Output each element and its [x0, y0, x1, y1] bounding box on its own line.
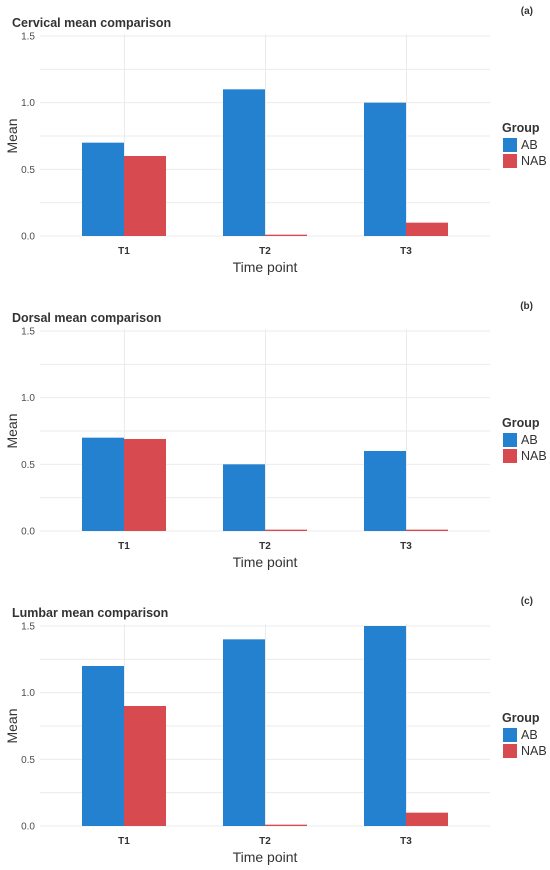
y-tick-label: 0.0 [21, 232, 35, 243]
legend-label-nab: NAB [521, 154, 547, 168]
y-axis-label: Mean [4, 118, 20, 153]
legend: Group AB NAB [502, 711, 547, 758]
y-tick-label: 1.0 [21, 98, 35, 109]
legend-swatch-ab [503, 138, 517, 152]
chart-title: Dorsal mean comparison [12, 311, 161, 325]
chart-title: Cervical mean comparison [12, 16, 171, 30]
x-tick-label: T3 [400, 246, 412, 257]
bar-nab-t1 [124, 706, 166, 826]
y-tick-label: 0.5 [21, 755, 35, 766]
chart-panel-0: Cervical mean comparison (a) 0.0 0.5 1.0 1.5 T… [4, 6, 547, 275]
y-axis-label: Mean [4, 413, 20, 448]
legend-swatch-ab [503, 433, 517, 447]
bar-nab-t3 [406, 812, 448, 826]
chart-title: Lumbar mean comparison [12, 606, 168, 620]
bar-nab-t1 [124, 156, 166, 236]
bar-nab-t3 [406, 529, 448, 531]
legend-title: Group [502, 711, 540, 725]
legend-label-ab: AB [521, 728, 538, 742]
bar-ab-t3 [364, 626, 406, 826]
bar-nab-t2 [265, 824, 307, 826]
x-tick-label: T1 [118, 836, 130, 847]
bar-nab-t2 [265, 529, 307, 531]
y-tick-label: 1.0 [21, 688, 35, 699]
bar-ab-t1 [82, 437, 124, 531]
legend-swatch-nab [503, 744, 517, 758]
x-tick-label: T1 [118, 541, 130, 552]
x-axis-label: Time point [233, 849, 298, 865]
legend-title: Group [502, 121, 540, 135]
legend: Group AB NAB [502, 121, 547, 168]
y-tick-label: 0.5 [21, 460, 35, 471]
legend-label-nab: NAB [521, 744, 547, 758]
legend-swatch-nab [503, 449, 517, 463]
x-tick-label: T3 [400, 836, 412, 847]
y-tick-label: 1.5 [21, 327, 35, 338]
y-tick-label: 0.5 [21, 165, 35, 176]
bar-ab-t1 [82, 666, 124, 826]
bar-ab-t3 [364, 451, 406, 531]
bar-nab-t3 [406, 222, 448, 236]
legend: Group AB NAB [502, 416, 547, 463]
x-axis-label: Time point [233, 554, 298, 570]
x-tick-label: T1 [118, 246, 130, 257]
panel-tag: (b) [520, 301, 533, 312]
bar-ab-t2 [223, 464, 265, 531]
panel-tag: (c) [521, 596, 533, 607]
bar-ab-t2 [223, 89, 265, 236]
legend-swatch-nab [503, 154, 517, 168]
x-tick-label: T2 [259, 541, 271, 552]
bar-nab-t1 [124, 439, 166, 531]
panel-tag: (a) [521, 6, 533, 17]
bar-nab-t2 [265, 234, 307, 236]
bar-ab-t1 [82, 142, 124, 236]
x-tick-label: T2 [259, 836, 271, 847]
legend-title: Group [502, 416, 540, 430]
bar-ab-t2 [223, 639, 265, 826]
x-axis-label: Time point [233, 259, 298, 275]
y-tick-label: 0.0 [21, 822, 35, 833]
y-tick-label: 1.0 [21, 393, 35, 404]
x-tick-label: T3 [400, 541, 412, 552]
y-tick-label: 1.5 [21, 622, 35, 633]
y-axis-label: Mean [4, 708, 20, 743]
y-tick-label: 0.0 [21, 527, 35, 538]
bar-ab-t3 [364, 102, 406, 237]
legend-label-ab: AB [521, 138, 538, 152]
legend-swatch-ab [503, 728, 517, 742]
legend-label-nab: NAB [521, 449, 547, 463]
legend-label-ab: AB [521, 433, 538, 447]
chart-panel-1: Dorsal mean comparison (b) 0.0 0.5 1.0 1.5 T1 T… [4, 301, 547, 570]
x-tick-label: T2 [259, 246, 271, 257]
chart-panel-2: Lumbar mean comparison (c) 0.0 0.5 1.0 1.5 T1 T… [4, 596, 547, 865]
y-tick-label: 1.5 [21, 32, 35, 43]
